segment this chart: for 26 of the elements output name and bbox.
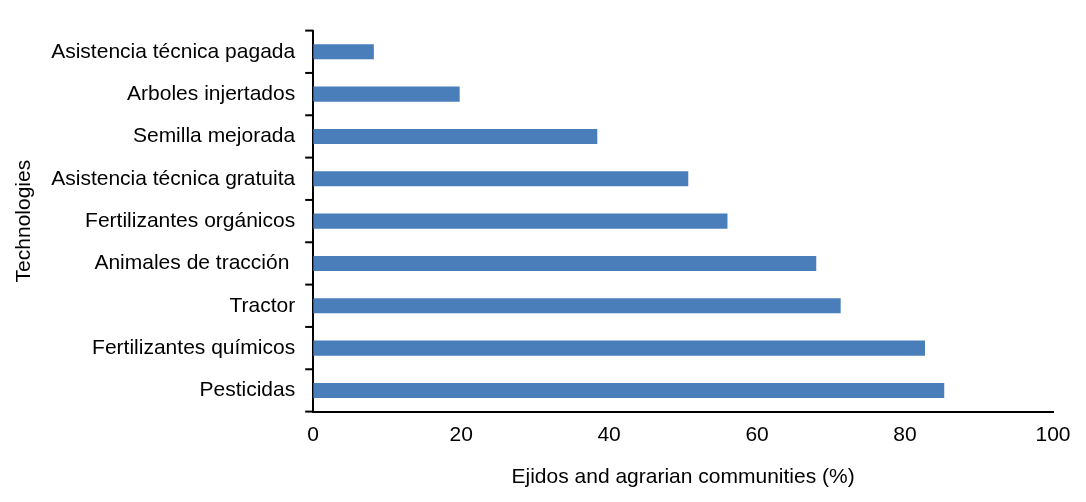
x-axis-title: Ejidos and agrarian communities (%) — [511, 464, 855, 488]
x-tick-label: 60 — [745, 422, 769, 445]
bar — [313, 44, 374, 60]
x-tick-label: 40 — [597, 422, 621, 445]
x-tick-label: 0 — [307, 422, 320, 445]
y-tick-label: Pesticidas — [199, 377, 296, 401]
bar — [313, 255, 817, 271]
y-axis-title: Technologies — [11, 159, 35, 283]
y-tick-label: Asistencia técnica gratuita — [51, 165, 296, 189]
x-tick-label: 80 — [893, 422, 917, 445]
bar — [313, 213, 728, 229]
y-tick-label: Animales de tracción — [94, 250, 296, 274]
bar — [313, 171, 689, 187]
x-tick-label: 20 — [449, 422, 473, 445]
x-tick-label: 100 — [1035, 422, 1071, 445]
bar — [313, 86, 460, 102]
bar — [313, 382, 945, 398]
y-tick-label: Asistencia técnica pagada — [51, 38, 296, 62]
bar — [313, 298, 841, 314]
y-tick-label: Arboles injertados — [127, 80, 296, 104]
y-tick-label: Semilla mejorada — [132, 123, 296, 147]
bar — [313, 340, 926, 356]
y-tick-label: Fertilizantes orgánicos — [85, 207, 296, 231]
y-tick-label: Tractor — [229, 292, 296, 316]
y-tick-label: Fertilizantes químicos — [92, 334, 296, 358]
bar — [313, 128, 598, 144]
